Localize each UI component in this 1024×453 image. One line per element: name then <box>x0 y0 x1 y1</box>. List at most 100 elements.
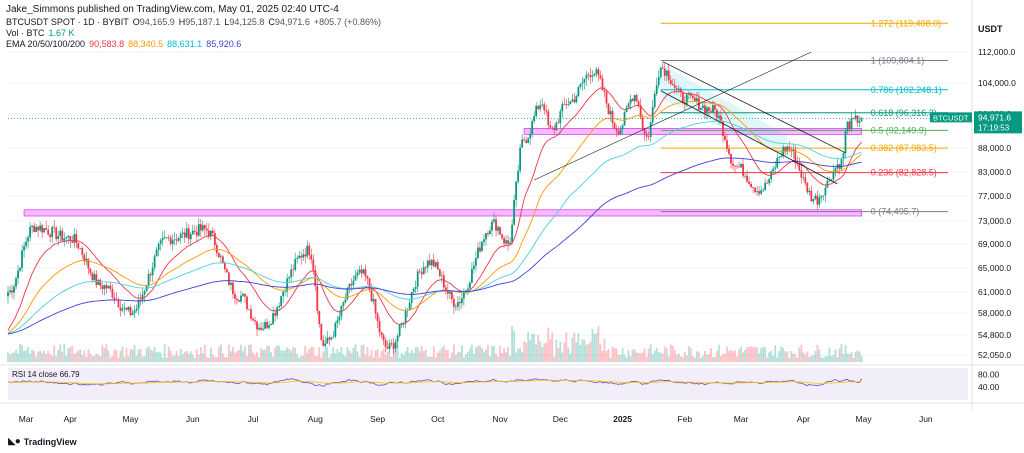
ema100-line <box>7 120 862 335</box>
candle-body <box>477 247 479 259</box>
candle-body <box>155 249 158 257</box>
candle <box>262 322 264 331</box>
candle-body <box>141 294 144 301</box>
candle <box>157 242 160 257</box>
symbol-label[interactable]: BTCUSDT SPOT · 1D · BYBIT <box>6 17 129 27</box>
volume-label[interactable]: Vol · BTC <box>6 28 45 38</box>
candle-body <box>830 179 833 181</box>
candle <box>127 306 130 312</box>
candle <box>258 323 260 332</box>
candle-body <box>734 165 736 167</box>
candle-body <box>579 83 582 88</box>
candle-body <box>201 225 204 231</box>
candle-body <box>627 103 630 108</box>
volume-bar <box>11 353 13 362</box>
volume-bar <box>487 344 489 362</box>
candle <box>344 293 347 304</box>
candle-body <box>655 85 658 94</box>
volume-bar <box>175 351 178 362</box>
currency-label[interactable]: USDT <box>978 24 1003 34</box>
candle <box>109 281 112 292</box>
candle <box>597 67 600 82</box>
candle-body <box>17 270 19 279</box>
volume-bar <box>718 344 720 362</box>
candle <box>852 117 855 120</box>
candle <box>509 237 511 246</box>
candle-body <box>37 226 40 231</box>
volume-bar <box>378 357 381 362</box>
candle <box>254 316 256 326</box>
volume-bar <box>39 350 42 362</box>
fib-label: 0.236 (82,828.5) <box>871 168 937 178</box>
candle <box>529 128 532 146</box>
candle-body <box>706 107 708 113</box>
candle-body <box>677 88 680 90</box>
candle <box>151 262 154 283</box>
long-trendline <box>534 51 812 181</box>
time-axis[interactable]: Mar Apr May Jun Jul Aug Sep Oct Nov Dec 2025 Feb Mar… <box>19 414 933 424</box>
candle <box>55 225 58 242</box>
candle-body <box>320 324 323 340</box>
volume-bar <box>671 345 674 362</box>
ohlc-open: O94,165.9 <box>132 17 175 27</box>
volume-bar <box>266 345 268 362</box>
ema-label[interactable]: EMA 20/50/100/200 <box>6 39 86 49</box>
volume-bar <box>167 346 170 362</box>
candle <box>402 321 405 328</box>
volume-bar <box>653 350 656 362</box>
rsi-label[interactable]: RSI 14 close 66.79 <box>12 370 80 379</box>
candle <box>677 84 680 94</box>
candle-body <box>79 248 82 249</box>
candle <box>286 273 289 298</box>
candle-body <box>41 225 44 233</box>
candle-body <box>362 269 365 274</box>
volume-bar <box>641 351 644 362</box>
price-axis[interactable]: 112,000.0104,000.096,000.088,000.083,000… <box>978 47 1016 392</box>
candle-body <box>689 93 692 96</box>
volume-bar <box>336 349 339 362</box>
ema100-value: 88,631.1 <box>167 39 203 49</box>
volume-bar <box>71 345 74 362</box>
volume-bar <box>310 346 313 362</box>
candle <box>523 136 526 142</box>
volume-bar <box>13 352 15 362</box>
candle-body <box>290 269 293 278</box>
candle <box>250 304 252 322</box>
volume-bar <box>543 343 546 362</box>
brand[interactable]: ◣● TradingView <box>8 436 77 447</box>
volume-bar <box>382 348 385 362</box>
volume-bar <box>312 347 315 362</box>
volume-bar <box>51 355 54 362</box>
candle-body <box>29 226 31 238</box>
volume-bar <box>354 344 357 362</box>
volume-bar <box>434 357 437 362</box>
candle-body <box>693 97 696 101</box>
candle <box>280 295 283 308</box>
volume-bar <box>609 357 612 362</box>
volume-bar <box>808 356 811 362</box>
candles[interactable] <box>7 62 863 355</box>
rsi-pane[interactable]: RSI 14 close 66.79 <box>7 368 968 400</box>
volume-bar <box>125 347 128 362</box>
volume-bar <box>213 356 216 362</box>
volume-bar <box>264 349 266 362</box>
volume-bar <box>657 352 660 362</box>
candle-body <box>764 182 767 190</box>
price-tick-label: 54,800.0 <box>978 330 1011 340</box>
fib-levels[interactable]: 1.272 (119,408.0) 1 (109,804.1) 0.786 (102… <box>660 18 948 217</box>
candle <box>362 268 365 275</box>
candle <box>33 222 36 233</box>
price-tick-label: 83,000.0 <box>978 167 1011 177</box>
volume-bar <box>798 347 801 362</box>
last-price-badge[interactable]: BTCUSDT 94,971.617:19:53 <box>930 111 1022 134</box>
volume-bar <box>332 347 335 362</box>
candle <box>135 304 138 313</box>
candle-body <box>726 140 728 149</box>
trendlines[interactable] <box>534 51 846 185</box>
candle-body <box>350 283 353 286</box>
volume-bar <box>109 357 112 362</box>
volume-bar <box>386 351 389 362</box>
candle-body <box>852 117 855 119</box>
candle-body <box>667 70 670 81</box>
